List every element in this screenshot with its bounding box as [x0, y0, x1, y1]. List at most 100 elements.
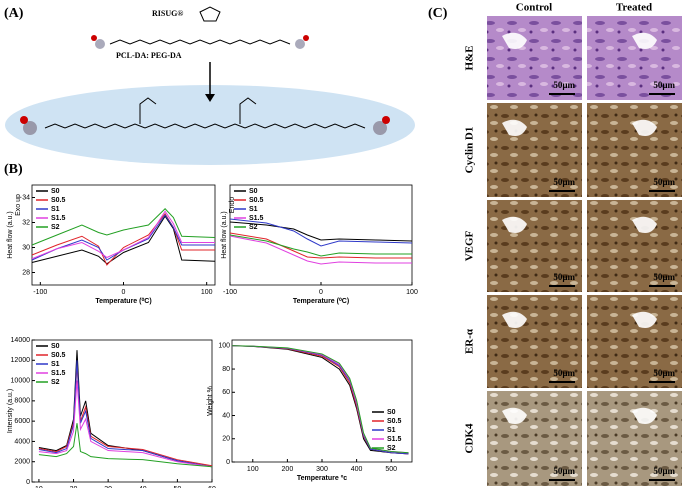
lumen [632, 216, 657, 233]
x-tick-label: 100 [247, 466, 259, 473]
lumen [502, 32, 527, 49]
panel-label: (A) [4, 6, 24, 21]
lumen [502, 216, 527, 233]
lumen [502, 119, 527, 136]
y-tick-label: 10000 [11, 377, 31, 384]
x-tick-label: 100 [406, 289, 418, 296]
legend-label: S0 [51, 188, 60, 195]
lumen [502, 311, 527, 328]
legend-label: S0 [249, 188, 258, 195]
micrograph [587, 391, 682, 486]
y-axis-label: Intensity (a.u.) [7, 389, 14, 433]
x-tick-label: 60 [208, 486, 216, 488]
x-tick-label: 0 [319, 289, 323, 296]
column-header: Treated [616, 2, 652, 14]
series-line [38, 365, 213, 467]
scale-bar-label: 50µm [653, 466, 675, 476]
y-tick-label: 20 [222, 436, 230, 443]
micrograph [587, 16, 682, 100]
series-line [231, 345, 409, 455]
micrograph [487, 295, 582, 388]
lumen [502, 407, 527, 424]
x-axis-label: Temperature ºc [297, 475, 347, 482]
lumen [632, 119, 657, 136]
lumen [632, 32, 657, 49]
legend-label: S0.5 [249, 197, 264, 204]
series-line [31, 210, 215, 260]
axis-annotation: Exo up [15, 194, 22, 216]
y-tick-label: 32 [22, 219, 30, 226]
legend-label: S0.5 [387, 418, 402, 425]
legend-label: S1 [51, 206, 60, 213]
legend-label: S0 [387, 409, 396, 416]
y-tick-label: 60 [222, 389, 230, 396]
y-tick-label: 12000 [11, 357, 31, 364]
series-line [38, 380, 213, 468]
series-line [31, 212, 215, 266]
scale-bar-label: 50µm [553, 272, 575, 282]
scale-bar-label: 50µm [553, 368, 575, 378]
panel-label: (B) [4, 162, 23, 177]
row-label: CDK4 [464, 423, 476, 453]
series-line [229, 221, 413, 242]
axis-annotation: Endo [229, 197, 236, 213]
y-axis-label: Heat flow (a.u.) [221, 211, 228, 258]
y-tick-label: 4000 [14, 438, 30, 445]
scale-bar-label: 50µm [653, 80, 675, 90]
y-tick-label: 100 [218, 343, 230, 350]
x-tick-label: 500 [385, 466, 397, 473]
y-tick-label: 14000 [11, 337, 31, 344]
y-tick-label: 0 [226, 459, 230, 466]
x-axis-label: Temperature (⁰C) [293, 297, 349, 305]
x-tick-label: 20 [70, 486, 78, 488]
legend-label: S1.5 [51, 215, 66, 222]
micrograph [487, 16, 582, 100]
row-label: VEGF [464, 230, 476, 261]
legend-label: S2 [51, 379, 60, 386]
micrograph [587, 200, 682, 292]
x-tick-label: 100 [201, 289, 213, 296]
series-line [38, 423, 213, 468]
series-line [31, 208, 216, 246]
legend-label: S1.5 [51, 370, 66, 377]
x-tick-label: 40 [139, 486, 147, 488]
panel-label: (C) [428, 6, 448, 21]
scale-bar-label: 50µm [653, 177, 675, 187]
y-tick-label: 2000 [14, 459, 30, 466]
x-tick-label: 400 [351, 466, 363, 473]
y-axis-label: Heat flow (a.u.) [7, 211, 14, 258]
series-line [229, 235, 412, 265]
x-tick-label: 50 [173, 486, 181, 488]
x-tick-label: 300 [316, 466, 328, 473]
x-tick-label: 0 [122, 289, 126, 296]
column-header: Control [516, 2, 552, 14]
scale-bar-label: 50µm [553, 80, 575, 90]
row-label: ER-α [464, 328, 476, 354]
legend-label: S0.5 [51, 352, 66, 359]
series-line [231, 345, 409, 454]
micrograph [587, 295, 682, 388]
y-tick-label: 8000 [14, 398, 30, 405]
x-tick-label: 200 [282, 466, 294, 473]
y-tick-label: 6000 [14, 418, 30, 425]
series-line [31, 215, 216, 265]
lumen [632, 311, 657, 328]
scale-bar-label: 50µm [553, 466, 575, 476]
legend-label: S1 [51, 361, 60, 368]
monomer-label: RISUG® [152, 9, 183, 18]
scale-bar-label: 50µm [553, 177, 575, 187]
x-tick-label: -100 [223, 289, 237, 296]
micrograph [587, 103, 682, 197]
legend-label: S2 [249, 224, 258, 231]
plot-frame [231, 339, 413, 463]
plot-frame [31, 339, 213, 483]
series-line [229, 234, 412, 257]
legend-label: S1 [249, 206, 258, 213]
series-line [231, 345, 409, 454]
micrograph [487, 391, 582, 486]
series-line [231, 345, 409, 455]
polymer-label: PCL-DA: PEG-DA [116, 51, 182, 60]
lumen [632, 407, 657, 424]
histology: Control Treated H&E 50µm 50µm Cyclin D1 50µm 50… [464, 2, 682, 486]
series-line [231, 345, 409, 455]
